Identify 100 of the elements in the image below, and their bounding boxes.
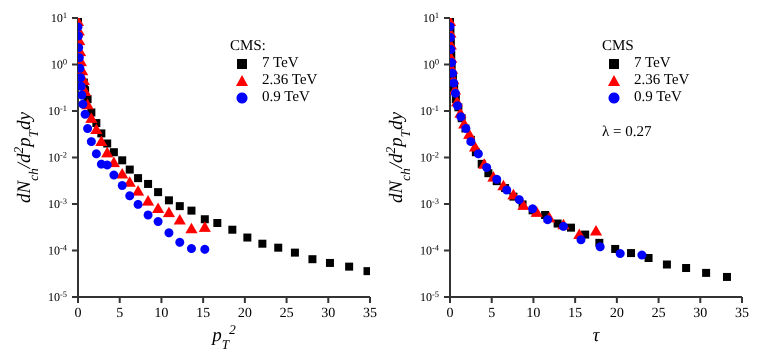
y-tick-label: 10$^{-5}$ <box>420 290 439 304</box>
x-tick-label: 10 <box>526 306 540 321</box>
point <box>118 180 127 190</box>
point <box>174 214 186 225</box>
y-tick-label: 10$^{-1}$ <box>420 104 439 118</box>
x-tick-label: 15 <box>196 306 210 321</box>
point <box>101 146 114 158</box>
point <box>134 174 142 182</box>
x-tick-label: 15 <box>568 306 582 321</box>
legend-label: 7 TeV <box>634 55 671 71</box>
point <box>85 112 98 123</box>
point <box>450 88 460 98</box>
y-tick-label: 10$^{0}$ <box>422 57 439 72</box>
point <box>514 195 524 204</box>
x-axis-title: τ <box>592 325 601 346</box>
point <box>102 160 112 170</box>
x-tick-label: 5 <box>488 306 496 321</box>
point <box>80 110 90 119</box>
point <box>363 267 370 276</box>
point <box>474 149 483 158</box>
point <box>558 222 568 231</box>
x-tick-label: 25 <box>280 306 294 321</box>
point <box>308 255 316 264</box>
legend-title: CMS <box>602 38 634 54</box>
point <box>92 149 101 158</box>
annotation: λ = 0.27 <box>602 124 652 140</box>
x-tick-label: 0 <box>446 306 454 321</box>
point <box>274 244 282 252</box>
point <box>176 202 184 210</box>
point <box>118 156 126 164</box>
point <box>78 100 88 109</box>
point <box>110 148 118 156</box>
legend-title: CMS: <box>230 38 266 54</box>
point <box>243 234 252 242</box>
y-tick-label: 10$^{-3}$ <box>48 196 67 211</box>
point <box>162 206 176 218</box>
point <box>134 200 143 209</box>
point <box>144 180 152 188</box>
x-tick-label: 5 <box>116 306 124 321</box>
point <box>152 202 164 214</box>
point <box>543 215 552 224</box>
point <box>616 249 625 258</box>
legend-label: 2.36 TeV <box>262 72 318 88</box>
point <box>702 268 710 277</box>
y-tick-label: 10$^{-2}$ <box>420 150 439 164</box>
legend-label: 0.9 TeV <box>634 89 682 105</box>
point <box>200 215 209 224</box>
point <box>627 249 636 258</box>
x-tick-label: 30 <box>321 306 336 321</box>
point <box>213 219 222 228</box>
y-tick-label: 10$^{0}$ <box>50 57 67 72</box>
point <box>126 166 134 174</box>
point <box>576 235 586 244</box>
x-tick-label: 10 <box>154 306 168 321</box>
point <box>125 191 134 200</box>
y-tick-label: 10$^{1}$ <box>422 10 439 25</box>
point <box>164 196 173 204</box>
point <box>200 244 210 254</box>
point <box>682 264 690 272</box>
x-tick-label: 20 <box>238 306 252 321</box>
point <box>326 258 334 267</box>
x-tick-label: 30 <box>693 306 708 321</box>
point <box>258 240 266 248</box>
point <box>83 124 92 134</box>
point <box>722 272 731 281</box>
point <box>662 260 671 268</box>
point <box>637 250 646 260</box>
point <box>132 185 144 196</box>
x-tick-label: 0 <box>74 306 82 321</box>
legend-label: 2.36 TeV <box>634 72 690 88</box>
point <box>78 90 86 100</box>
point <box>450 78 458 88</box>
y-tick-label: 10$^{-2}$ <box>48 150 67 164</box>
point <box>492 174 502 184</box>
point <box>290 248 299 257</box>
point <box>90 124 102 134</box>
y-tick-label: 10$^{-4}$ <box>420 243 440 258</box>
legend-label: 7 TeV <box>262 55 299 71</box>
point <box>175 238 184 247</box>
x-tick-label: 20 <box>610 306 624 321</box>
x-tick-label: 25 <box>652 306 666 321</box>
y-tick-label: 10$^{-4}$ <box>48 243 68 258</box>
point <box>502 185 512 195</box>
y-tick-label: 10$^{-3}$ <box>420 196 439 211</box>
point <box>187 206 196 215</box>
y-tick-label: 10$^{-5}$ <box>48 290 67 304</box>
point <box>86 137 96 146</box>
point <box>142 195 154 206</box>
point <box>116 168 128 179</box>
point <box>466 137 476 146</box>
point <box>144 210 153 220</box>
point <box>482 162 492 172</box>
point <box>95 136 108 146</box>
y-tick-label: 10$^{-1}$ <box>48 104 67 118</box>
point <box>109 170 118 180</box>
point <box>345 262 354 271</box>
point <box>228 226 236 234</box>
point <box>186 244 196 254</box>
x-tick-label: 35 <box>735 306 749 321</box>
point <box>154 188 162 196</box>
